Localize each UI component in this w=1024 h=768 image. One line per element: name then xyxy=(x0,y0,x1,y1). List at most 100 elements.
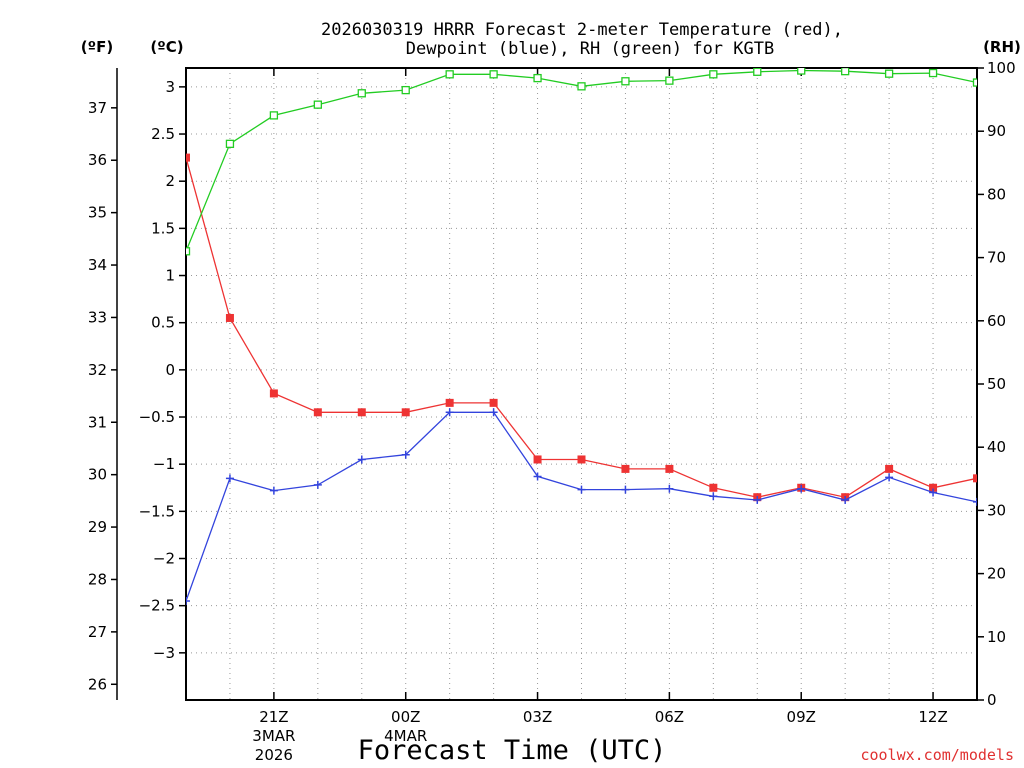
x-tick-label: 09Z xyxy=(787,708,816,726)
dewpoint-point xyxy=(797,484,806,493)
celsius-unit-label: (ºC) xyxy=(150,38,183,56)
rh-tick-label: 30 xyxy=(987,501,1006,519)
2-meter-temperature-point xyxy=(665,464,674,473)
dewpoint-point xyxy=(225,474,234,483)
x-tick-label: 12Z xyxy=(918,708,947,726)
grid-lines xyxy=(186,68,977,700)
2-meter-temperature-point xyxy=(357,408,366,417)
rh-point xyxy=(621,77,630,86)
x-axis-label: Forecast Time (UTC) xyxy=(358,735,667,766)
rh-point xyxy=(709,70,718,79)
rh-point xyxy=(313,100,322,109)
dewpoint-point xyxy=(1017,507,1024,515)
fahrenheit-tick-label: 32 xyxy=(88,361,107,379)
fahrenheit-tick-label: 26 xyxy=(88,675,107,693)
rh-tick-label: 60 xyxy=(987,312,1006,330)
series-clipped-group xyxy=(186,68,1024,605)
series-layer xyxy=(186,68,1024,605)
2-meter-temperature-point xyxy=(313,408,322,417)
rh-line xyxy=(186,69,977,252)
fahrenheit-tick-label: 28 xyxy=(88,570,107,588)
x-tick-label: 21Z xyxy=(259,708,288,726)
dewpoint-line xyxy=(186,411,977,602)
rh-point xyxy=(884,69,894,78)
rh-point xyxy=(577,82,586,91)
dewpoint-point xyxy=(269,486,278,495)
2-meter-temperature-point xyxy=(621,464,630,473)
2-meter-temperature-point xyxy=(489,398,498,407)
2-meter-temperature-point xyxy=(1017,465,1024,473)
rh-point xyxy=(841,68,850,76)
celsius-tick-label: 2.5 xyxy=(151,125,175,143)
rh-point xyxy=(928,68,938,78)
rh-point xyxy=(1017,80,1024,87)
2-meter-temperature-point xyxy=(401,408,410,417)
fahrenheit-tick-label: 27 xyxy=(88,623,107,641)
celsius-tick-label: 1 xyxy=(165,267,175,285)
rh-point xyxy=(357,89,366,98)
credit-label: coolwx.com/models xyxy=(860,746,1014,764)
rh-tick-label: 40 xyxy=(987,438,1006,456)
celsius-tick-label: 0 xyxy=(165,361,175,379)
2-meter-temperature-point xyxy=(269,389,278,398)
rh-point xyxy=(533,73,542,83)
celsius-tick-label: 2 xyxy=(165,172,175,190)
rh-point xyxy=(489,70,498,79)
dewpoint-point xyxy=(186,596,190,605)
rh-tick-label: 70 xyxy=(987,249,1006,267)
2-meter-temperature-point xyxy=(445,398,454,407)
x-tick-label: 4MAR xyxy=(384,727,427,745)
2-meter-temperature-point xyxy=(973,474,977,483)
rh-tick-label: 10 xyxy=(987,628,1006,646)
rh-tick-label: 90 xyxy=(987,122,1006,140)
fahrenheit-tick-label: 31 xyxy=(88,413,107,431)
celsius-tick-label: 0.5 xyxy=(151,314,175,332)
fahrenheit-tick-label: 33 xyxy=(88,308,107,326)
rh-tick-label: 80 xyxy=(987,185,1006,203)
dewpoint-point xyxy=(313,480,322,489)
fahrenheit-tick-label: 29 xyxy=(88,518,107,536)
dewpoint-point xyxy=(929,488,938,497)
celsius-tick-label: −0.5 xyxy=(139,408,175,426)
celsius-tick-label: 3 xyxy=(165,78,175,96)
dewpoint-point xyxy=(665,484,674,493)
dewpoint-point xyxy=(401,450,410,459)
celsius-tick-label: −1.5 xyxy=(139,502,175,520)
rh-point xyxy=(972,78,977,87)
dewpoint-point xyxy=(533,472,542,481)
rh-unit-label: (RH) xyxy=(983,38,1021,56)
fahrenheit-tick-label: 35 xyxy=(88,204,107,222)
fahrenheit-tick-label: 30 xyxy=(88,466,107,484)
dewpoint-point xyxy=(621,485,630,494)
dewpoint-point xyxy=(973,497,977,506)
rh-tick-label: 0 xyxy=(987,691,997,709)
rh-point xyxy=(225,139,235,148)
2-meter-temperature-point xyxy=(533,455,542,464)
x-tick-label: 00Z xyxy=(391,708,420,726)
rh-point xyxy=(665,76,674,85)
2-meter-temperature-point xyxy=(709,483,718,492)
celsius-tick-label: 1.5 xyxy=(151,219,175,237)
rh-point xyxy=(445,70,454,79)
2-meter-temperature-line xyxy=(186,157,977,498)
celsius-tick-label: −2 xyxy=(153,550,175,568)
celsius-tick-label: −1 xyxy=(153,455,175,473)
dewpoint-point xyxy=(357,455,366,464)
2-meter-temperature-point xyxy=(929,483,938,492)
fahrenheit-tick-label: 36 xyxy=(88,151,107,169)
dewpoint-point xyxy=(577,485,586,494)
dewpoint-point xyxy=(841,496,850,505)
dewpoint-point xyxy=(885,473,894,482)
rh-tick-label: 100 xyxy=(987,59,1016,77)
dewpoint-point xyxy=(489,408,498,417)
dewpoint-point xyxy=(709,492,718,501)
fahrenheit-unit-label: (ºF) xyxy=(81,38,113,56)
rh-tick-label: 50 xyxy=(987,375,1006,393)
x-tick-label: 03Z xyxy=(523,708,552,726)
rh-point xyxy=(753,68,762,76)
fahrenheit-tick-label: 37 xyxy=(88,99,107,117)
x-tick-label: 3MAR xyxy=(252,727,295,745)
fahrenheit-tick-label: 34 xyxy=(88,256,107,274)
dewpoint-point xyxy=(445,408,454,417)
